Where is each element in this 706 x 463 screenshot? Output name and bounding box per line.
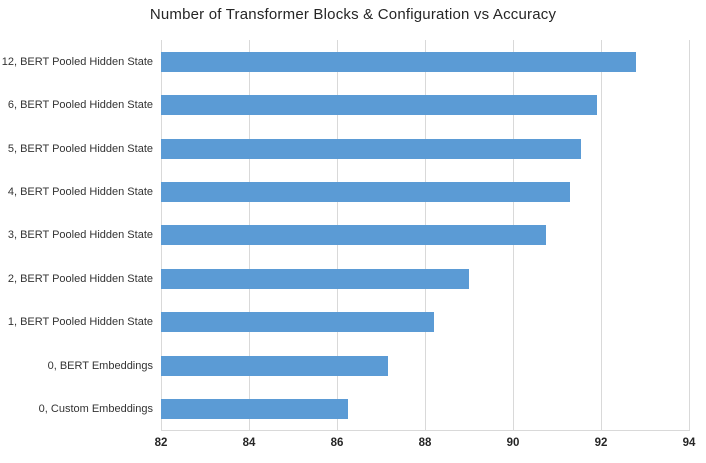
bar-row [161, 344, 689, 387]
bar-12, BERT Pooled Hidden State [161, 51, 637, 72]
bar-4, BERT Pooled Hidden State [161, 182, 571, 203]
x-tick-label-82: 82 [154, 437, 168, 449]
gridline-94 [689, 40, 690, 431]
x-tick-label-88: 88 [418, 437, 432, 449]
x-tick-label-84: 84 [242, 437, 256, 449]
category-label: 6, BERT Pooled Hidden State [7, 99, 153, 112]
category-label: 0, Custom Embeddings [38, 403, 153, 416]
y-axis-category-labels: 12, BERT Pooled Hidden State 6, BERT Pool… [0, 40, 153, 431]
plot-area [161, 40, 690, 431]
x-tick-label-86: 86 [330, 437, 344, 449]
bar-0, BERT Embeddings [161, 355, 388, 376]
bar-6, BERT Pooled Hidden State [161, 95, 597, 116]
bar-2, BERT Pooled Hidden State [161, 268, 469, 289]
x-tick-label-94: 94 [682, 437, 696, 449]
x-axis-line [161, 430, 689, 431]
bar-0, Custom Embeddings [161, 399, 348, 420]
bar-row [161, 388, 689, 431]
bar-row [161, 170, 689, 213]
category-label: 5, BERT Pooled Hidden State [7, 142, 153, 155]
category-label: 1, BERT Pooled Hidden State [7, 316, 153, 329]
bar-rows [161, 40, 689, 431]
bar-3, BERT Pooled Hidden State [161, 225, 546, 246]
x-axis-tick-labels: 82 84 86 88 90 92 94 [155, 437, 696, 457]
bar-row [161, 40, 689, 83]
gridline-92 [601, 40, 602, 431]
bar-row [161, 127, 689, 170]
x-tick-label-92: 92 [594, 437, 608, 449]
bar-row [161, 257, 689, 300]
bar-row [161, 83, 689, 126]
bar-1, BERT Pooled Hidden State [161, 312, 434, 333]
category-label: 3, BERT Pooled Hidden State [7, 229, 153, 242]
x-tick-label-90: 90 [506, 437, 520, 449]
bar-row [161, 301, 689, 344]
bar-5, BERT Pooled Hidden State [161, 138, 582, 159]
bar-row [161, 214, 689, 257]
category-label: 2, BERT Pooled Hidden State [7, 272, 153, 285]
chart-title: Number of Transformer Blocks & Configura… [149, 6, 557, 23]
category-label: 4, BERT Pooled Hidden State [7, 186, 153, 199]
category-label: 0, BERT Embeddings [47, 359, 153, 372]
category-label: 12, BERT Pooled Hidden State [1, 55, 153, 68]
